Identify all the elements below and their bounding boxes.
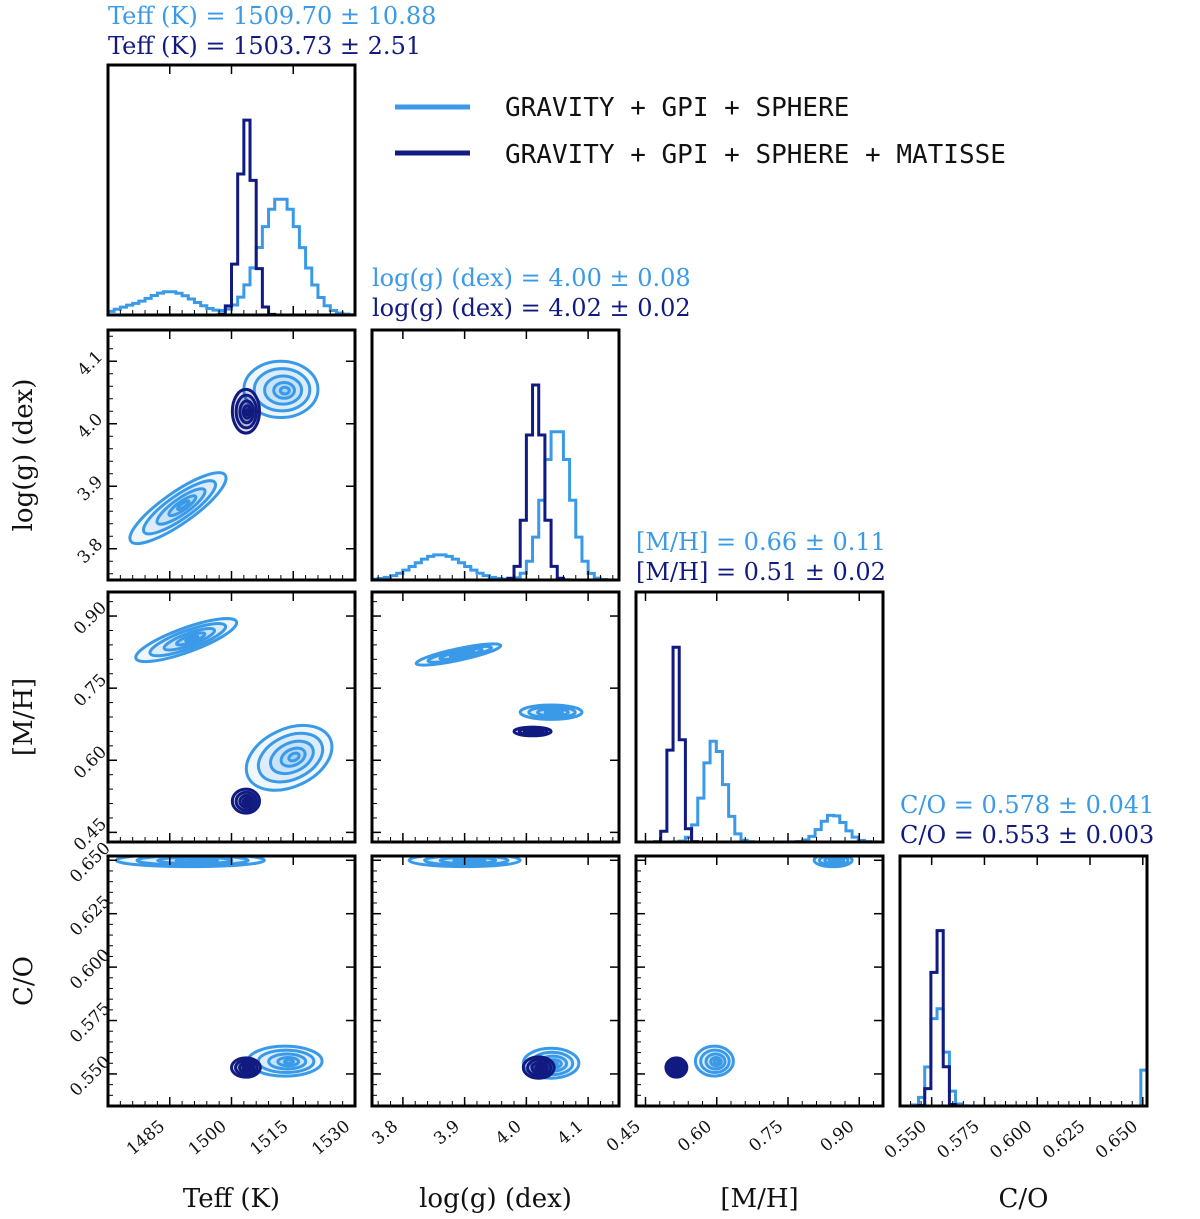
title-dark-mh: [M/H] = 0.51 ± 0.02 — [636, 558, 886, 586]
contour-light-level-4 — [278, 385, 291, 396]
y-axis-label-logg: log(g) (dex) — [9, 379, 39, 532]
legend: GRAVITY + GPI + SPHERE GRAVITY + GPI + S… — [395, 93, 1006, 170]
contour-logg-mh — [370, 590, 621, 844]
x-tick-label: 4.0 — [492, 1117, 526, 1150]
title-light-co: C/O = 0.578 ± 0.041 — [900, 791, 1154, 819]
x-tick-label: 1530 — [308, 1117, 354, 1160]
contour-light-level-4 — [712, 1058, 721, 1066]
contour-light-level-4 — [549, 709, 560, 716]
x-tick-label: 0.550 — [881, 1117, 931, 1164]
x-tick-label: 0.650 — [1092, 1117, 1142, 1164]
panels: 0.550 0.575 0.600 0.625 0.650 3.8 3.9 4.0 4.1 0.4… — [9, 63, 1149, 1214]
hist-dark-co — [900, 929, 1147, 1106]
hist-light-co — [900, 1007, 1147, 1106]
contour-light-level-4 — [462, 857, 479, 864]
contour-teff-logg: 3.8 3.9 4.0 4.1 — [74, 328, 357, 582]
title-dark-teff: Teff (K) = 1503.73 ± 2.51 — [108, 32, 421, 60]
y-tick-label: 4.0 — [74, 410, 107, 443]
y-tick-label: 0.60 — [70, 742, 111, 783]
x-tick-label: 0.90 — [817, 1117, 859, 1157]
contour-light-level-4 — [184, 634, 200, 643]
contour-light-level-4 — [282, 1058, 295, 1066]
x-tick-label: 0.625 — [1039, 1117, 1089, 1164]
contour-dark-level-4 — [244, 408, 251, 417]
contour-layer — [407, 856, 581, 1080]
hist-logg-frame — [370, 328, 621, 582]
hist-light-logg — [372, 430, 619, 580]
legend-label-dark: GRAVITY + GPI + SPHERE + MATISSE — [505, 140, 1006, 170]
x-tick-label: 1485 — [123, 1117, 169, 1160]
contour-layer — [664, 856, 854, 1079]
histogram-co: 0.550 0.575 0.600 0.625 0.650 — [881, 854, 1149, 1164]
contour-logg-co: 3.8 3.9 4.0 4.1 — [369, 854, 621, 1150]
title-dark-co: C/O = 0.553 ± 0.003 — [900, 821, 1154, 849]
y-tick-label: 0.90 — [70, 598, 111, 639]
x-tick-label: 0.75 — [745, 1117, 787, 1157]
contour-dark-level-4 — [244, 1065, 251, 1071]
contour-layer — [114, 856, 324, 1079]
histogram-logg — [370, 328, 621, 582]
x-tick-label: 1515 — [246, 1117, 292, 1160]
y-tick-label: 3.9 — [74, 472, 107, 505]
contour-dark-level-4 — [530, 728, 539, 735]
hist-co-frame — [898, 854, 1149, 1108]
y-tick-label: 0.75 — [70, 670, 111, 711]
x-tick-label: 0.60 — [674, 1117, 716, 1157]
x-tick-label: 0.600 — [986, 1117, 1036, 1164]
title-light-mh: [M/H] = 0.66 ± 0.11 — [636, 528, 886, 556]
y-tick-label: 3.8 — [74, 535, 107, 568]
x-tick-label: 3.9 — [430, 1117, 464, 1150]
x-axis-label-teff: Teff (K) — [183, 1184, 280, 1214]
y-tick-label: 4.1 — [74, 347, 107, 380]
contour-light-level-4 — [287, 751, 301, 763]
x-tick-label: 1500 — [185, 1117, 231, 1160]
x-tick-label: 0.45 — [603, 1117, 645, 1157]
contour-logg-mh-frame — [370, 590, 621, 844]
x-tick-label: 4.1 — [554, 1117, 588, 1150]
contour-light-level-3 — [272, 381, 296, 400]
y-axis-label-mh: [M/H] — [9, 678, 39, 756]
contour-light-level-4 — [187, 857, 209, 864]
x-tick-label: 0.575 — [934, 1117, 984, 1164]
contour-layer — [128, 359, 320, 546]
contour-light-level-4 — [831, 857, 839, 864]
hist-light-mh — [636, 739, 883, 842]
histogram-teff — [106, 63, 357, 317]
contour-light-level-4 — [456, 650, 470, 657]
x-axis-label-mh: [M/H] — [720, 1184, 798, 1214]
contour-light-level-4 — [176, 499, 191, 511]
contour-mh-co: 0.45 0.60 0.75 0.90 — [603, 854, 885, 1157]
contour-layer — [134, 617, 334, 815]
y-axis-label-co: C/O — [9, 956, 39, 1006]
title-light-teff: Teff (K) = 1509.70 ± 10.88 — [108, 2, 436, 30]
contour-logg-co-frame — [370, 854, 621, 1108]
legend-label-light: GRAVITY + GPI + SPHERE — [505, 93, 849, 123]
contour-teff-mh: 0.450.600.750.90 — [70, 590, 357, 855]
title-dark-logg: log(g) (dex) = 4.02 ± 0.02 — [372, 294, 691, 322]
x-tick-label: 3.8 — [369, 1117, 403, 1150]
contour-teff-co: 1485 1500 1515 15300.5500.5750.6000.6250.65… — [66, 838, 357, 1160]
contour-dark-level-4 — [674, 1065, 681, 1071]
contour-layer — [414, 642, 584, 738]
histogram-mh — [634, 590, 885, 844]
hist-dark-mh — [636, 645, 883, 842]
contour-dark-level-4 — [244, 798, 251, 805]
contour-dark-level-4 — [537, 1065, 544, 1071]
title-light-logg: log(g) (dex) = 4.00 ± 0.08 — [372, 264, 691, 292]
x-axis-label-logg: log(g) (dex) — [419, 1184, 572, 1214]
x-axis-label-co: C/O — [999, 1184, 1049, 1214]
hist-dark-teff — [108, 118, 355, 315]
